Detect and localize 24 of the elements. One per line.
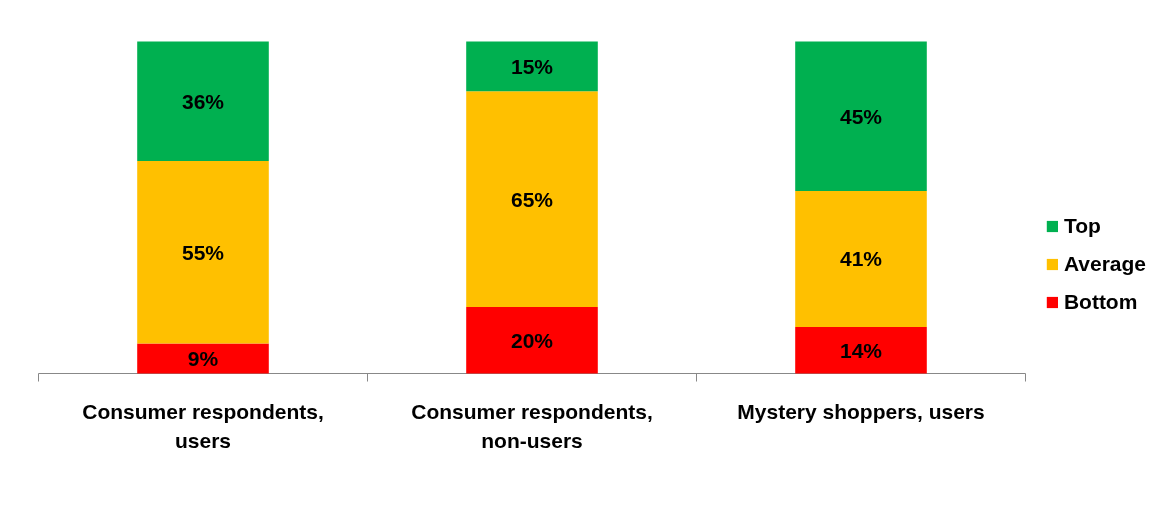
bar <box>137 343 269 374</box>
data-label: 45% <box>839 104 883 128</box>
bar <box>137 161 269 344</box>
data-label: 20% <box>510 328 554 352</box>
bar <box>795 41 927 191</box>
legend-label: Top <box>1063 213 1101 238</box>
data-label: 55% <box>181 240 225 264</box>
legend-label: Bottom <box>1063 289 1138 314</box>
data-label: 15% <box>510 54 554 78</box>
bar <box>466 91 598 308</box>
data-label: 14% <box>839 338 883 362</box>
bar <box>466 41 598 92</box>
legend-label: Average <box>1063 251 1146 276</box>
data-label: 9% <box>187 347 219 371</box>
bar <box>795 190 927 328</box>
data-label: 36% <box>181 89 225 113</box>
data-label: 65% <box>510 187 554 211</box>
x-tick-label: Mystery shoppers, users <box>737 399 985 423</box>
bar <box>466 307 598 374</box>
data-label: 41% <box>839 247 883 271</box>
x-tick-label: Consumer respondents, non-users <box>411 399 653 453</box>
bar <box>137 41 269 162</box>
x-tick-label: Consumer respondents, users <box>82 399 324 453</box>
bar <box>795 327 927 374</box>
